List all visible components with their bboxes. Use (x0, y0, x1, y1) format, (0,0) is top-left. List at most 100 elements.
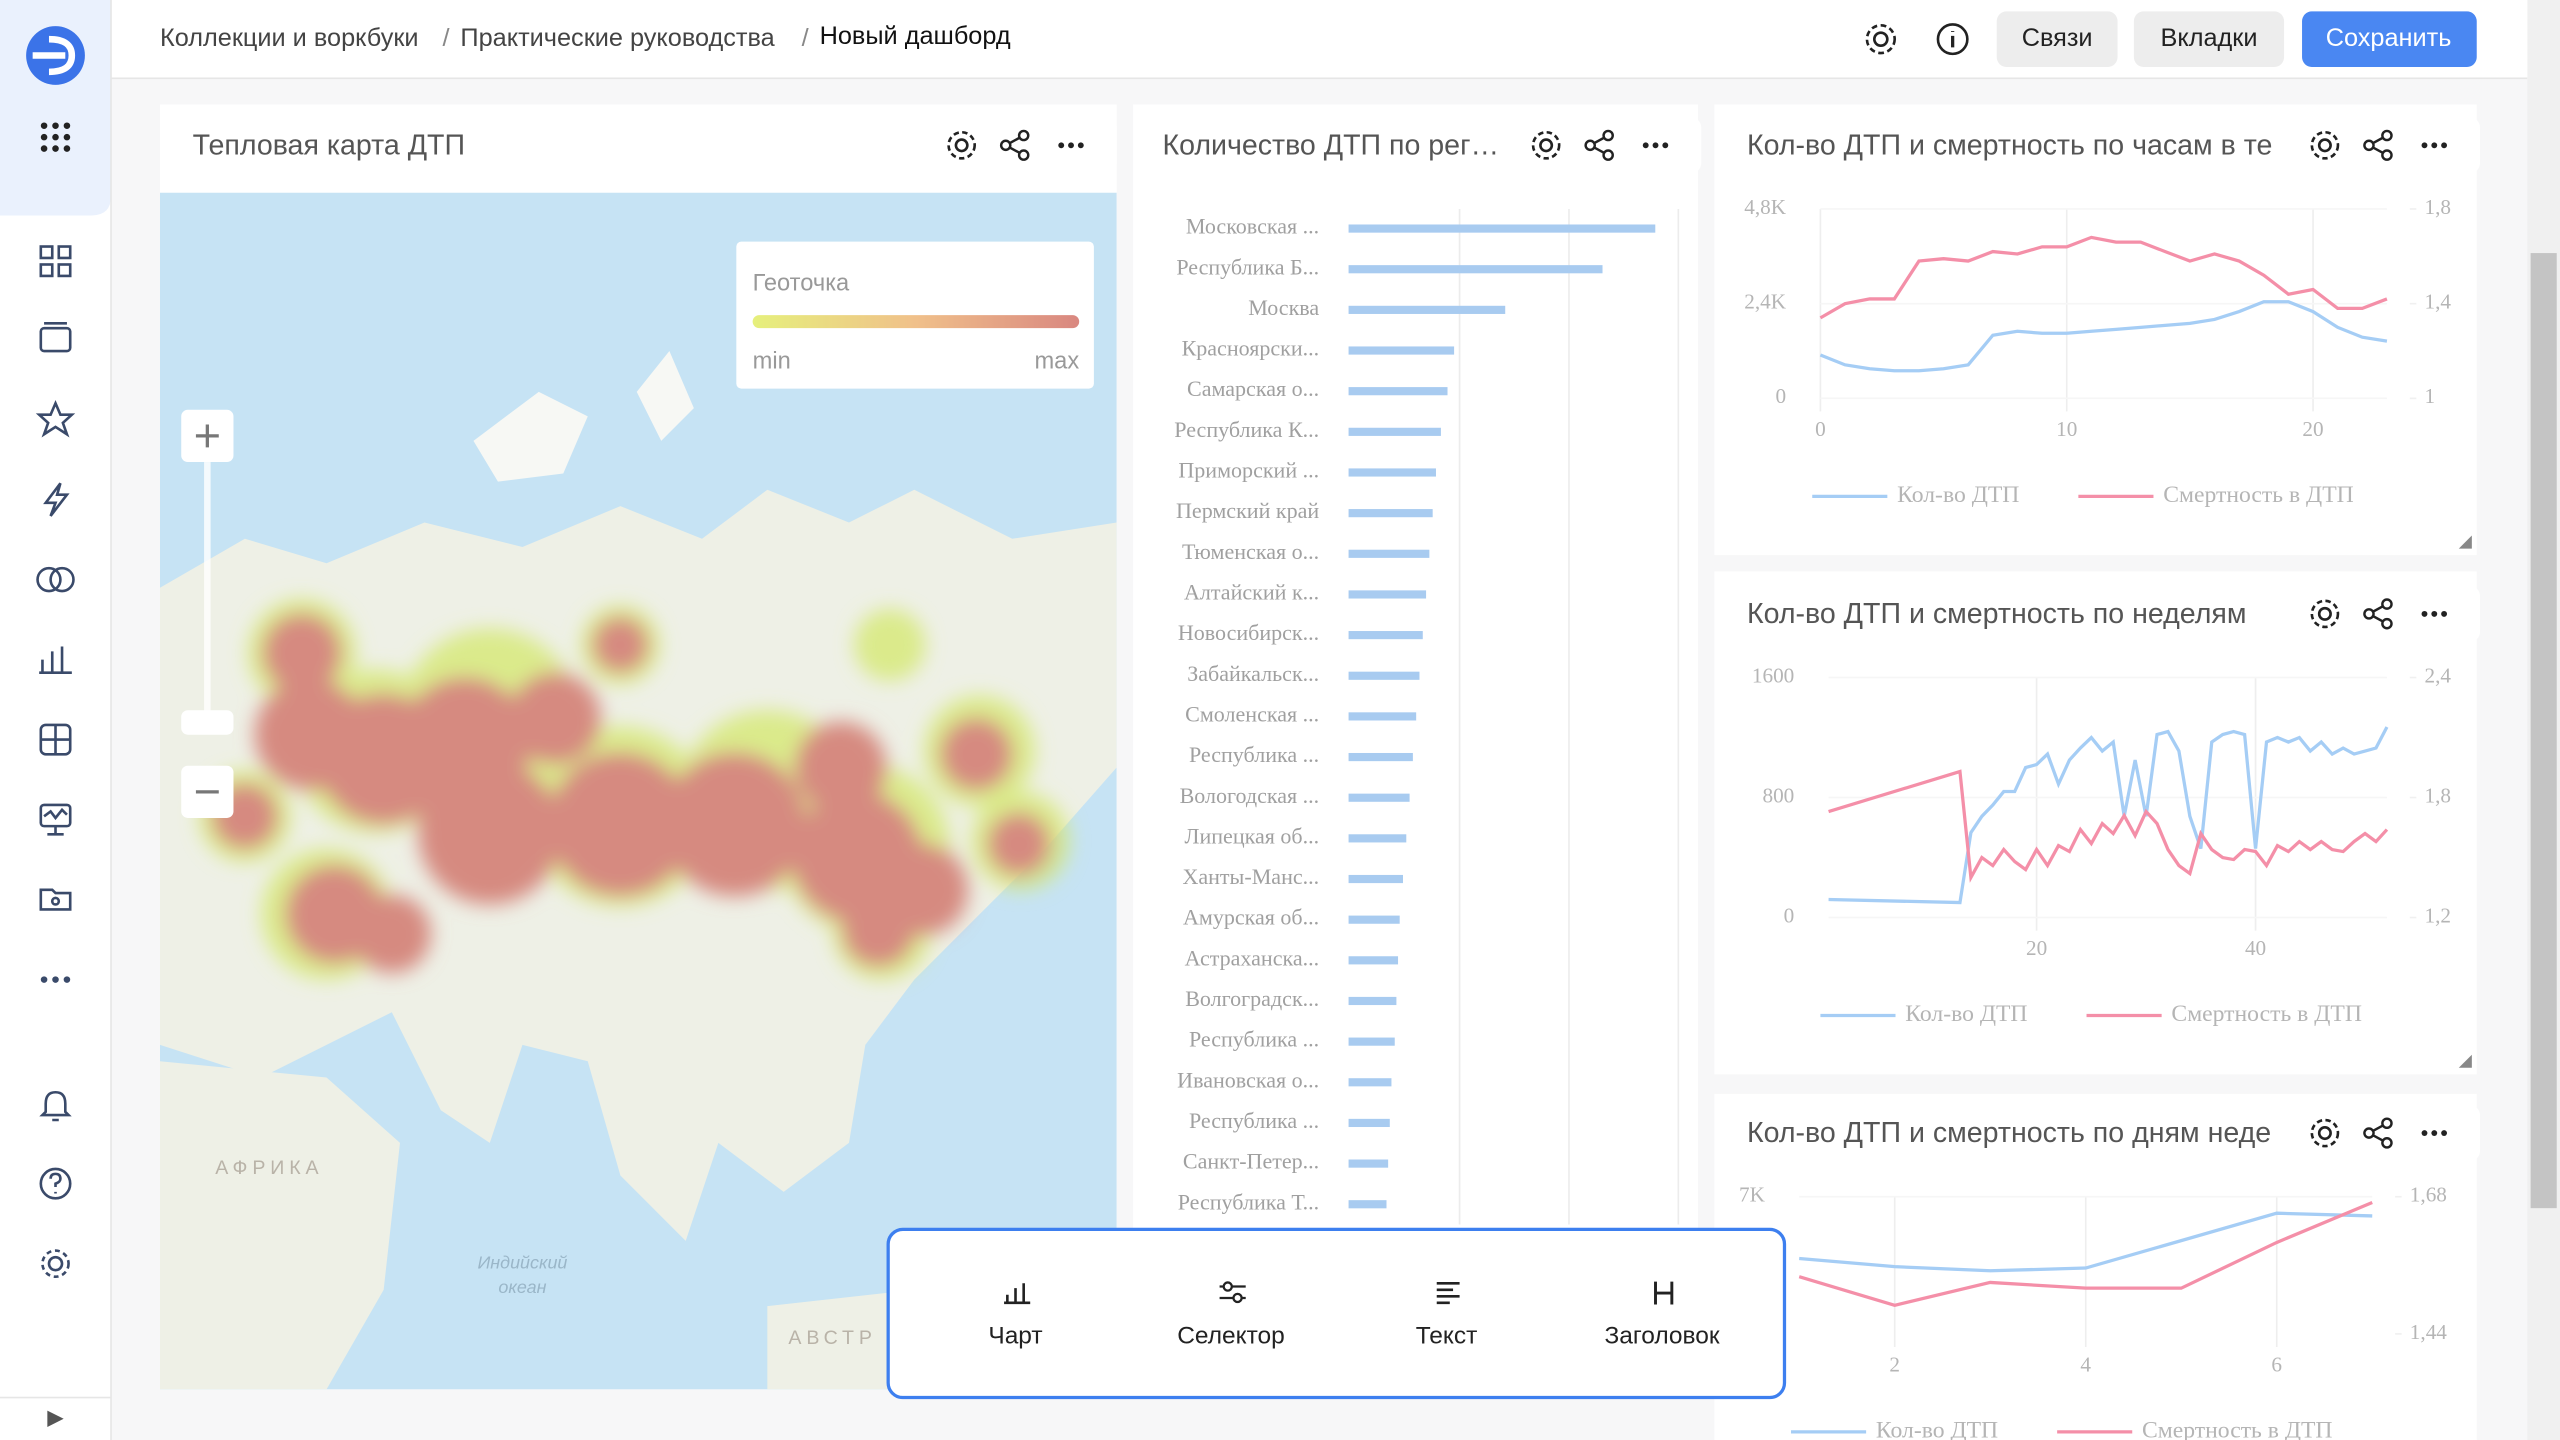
toolbar-item[interactable]: Чарт (909, 1231, 1121, 1396)
x-tick-label: 10 (2056, 417, 2077, 441)
bar (1348, 1200, 1387, 1209)
shape-circle (352, 894, 432, 974)
more-icon[interactable] (2431, 610, 2438, 617)
widget-title: Тепловая карта ДТП (193, 129, 465, 161)
settings-icon[interactable] (2310, 130, 2340, 160)
more-icon[interactable] (1068, 142, 1074, 149)
share-icon (2381, 149, 2393, 161)
toolbar-label: Селектор (1177, 1322, 1285, 1351)
legend-label[interactable]: Кол-во ДТП (1897, 482, 2019, 508)
y-tick-label: 800 (1762, 783, 1794, 807)
button-bg[interactable] (2133, 11, 2285, 67)
more-icon[interactable] (2421, 142, 2428, 149)
shape-path (1436, 1281, 1460, 1305)
category-label: Санкт-Петер... (1183, 1149, 1319, 1174)
more-icon[interactable] (2421, 1130, 2428, 1136)
shape-path (35, 399, 76, 438)
category-label: Ханты-Манс... (1182, 864, 1319, 889)
settings-icon[interactable] (1531, 130, 1561, 160)
y-tick-label: 0 (1776, 384, 1787, 408)
more-icon[interactable] (2431, 1130, 2438, 1136)
category-label: Забайкальск... (1187, 661, 1319, 686)
widget-title: Количество ДТП по рег… (1162, 129, 1499, 161)
heading-icon (1654, 1281, 1674, 1305)
y2-tick-label: 2,4 (2424, 663, 2451, 687)
more-icon[interactable] (1662, 142, 1669, 149)
shape-circle (417, 760, 562, 905)
header-settings[interactable] (1865, 23, 1896, 55)
land (636, 351, 694, 441)
category-label: Новосибирск... (1178, 620, 1319, 645)
breadcrumb[interactable]: Коллекции и воркбуки (160, 24, 419, 52)
widget-actions (933, 117, 1117, 174)
button[interactable]: Вкладки (2160, 24, 2257, 52)
legend-label[interactable]: Кол-во ДТП (1876, 1417, 1998, 1440)
settings-icon[interactable] (1539, 138, 1554, 153)
legend-label[interactable]: Смертность в ДТП (2163, 482, 2353, 508)
y2-tick-label: 1,2 (2424, 903, 2451, 927)
nav-icons (35, 245, 76, 1279)
share-icon (2381, 129, 2393, 142)
button-bg[interactable] (1996, 11, 2118, 67)
toolbar-item[interactable]: Текст (1340, 1231, 1552, 1396)
shape-circle (1222, 1281, 1233, 1292)
bar (1348, 793, 1410, 802)
map-label: океан (498, 1277, 546, 1297)
more-icon[interactable] (2441, 610, 2448, 617)
more-icon[interactable] (1652, 142, 1659, 149)
more-icon[interactable] (2441, 142, 2448, 149)
more-icon[interactable] (1077, 142, 1084, 149)
scrollbar-thumb[interactable] (2530, 253, 2557, 1209)
bar (1348, 996, 1397, 1006)
x-tick-label: 4 (2080, 1352, 2091, 1376)
shape-circle (50, 896, 61, 906)
chart-icon (1004, 1283, 1031, 1305)
settings-icon[interactable] (954, 138, 969, 153)
settings-icon[interactable] (2317, 1126, 2332, 1141)
shape-circle (1936, 23, 1969, 56)
legend-label[interactable]: Кол-во ДТП (1905, 1001, 2027, 1027)
land (473, 391, 588, 482)
button-primary[interactable]: Сохранить (2326, 24, 2452, 52)
settings-icon[interactable] (2317, 606, 2332, 621)
legend-max: max (1034, 349, 1079, 375)
header-info[interactable] (1936, 23, 1969, 56)
settings-icon[interactable] (947, 130, 976, 160)
button-bg[interactable] (2302, 11, 2477, 67)
toolbar-item[interactable]: Заголовок (1556, 1231, 1768, 1396)
shape-circle (49, 566, 75, 593)
more-icon[interactable] (2441, 1130, 2448, 1136)
widget-title: Кол-во ДТП и смертность по неделям (1747, 598, 2247, 630)
category-label: Приморский ... (1178, 458, 1319, 483)
more-icon[interactable] (1642, 142, 1649, 149)
shape-circle (63, 133, 71, 141)
shape-path (1654, 1281, 1674, 1305)
share-icon (999, 139, 1012, 152)
y-tick-label: 0 (1784, 903, 1795, 927)
legend-label[interactable]: Смертность в ДТП (2171, 1001, 2361, 1027)
toolbar-item[interactable]: Селектор (1125, 1231, 1337, 1396)
breadcrumb[interactable]: Практические руководства (460, 24, 775, 52)
map-label: АФРИКА (215, 1157, 323, 1179)
y-tick-label: 4,8K (1744, 195, 1787, 219)
legend-gradient (752, 315, 1080, 329)
category-label: Смоленская ... (1185, 701, 1319, 726)
more-icon[interactable] (1058, 142, 1065, 149)
settings-icon[interactable] (2317, 138, 2332, 153)
button[interactable]: Связи (2022, 24, 2093, 52)
series-line (1799, 1211, 2373, 1273)
settings-icon[interactable] (2310, 1118, 2340, 1148)
zoom-thumb[interactable] (181, 710, 234, 735)
shape-circle (509, 672, 601, 765)
more-icon[interactable] (2431, 142, 2438, 149)
bar (1348, 305, 1506, 314)
y-tick-label: 1600 (1752, 663, 1794, 687)
y2-tick-label: 1,8 (2424, 195, 2451, 219)
zoom-slider (204, 462, 211, 712)
more-icon[interactable] (2421, 610, 2428, 617)
settings-icon[interactable] (2310, 599, 2340, 629)
share-icon (2363, 139, 2375, 152)
legend-label[interactable]: Смертность в ДТП (2142, 1417, 2332, 1440)
